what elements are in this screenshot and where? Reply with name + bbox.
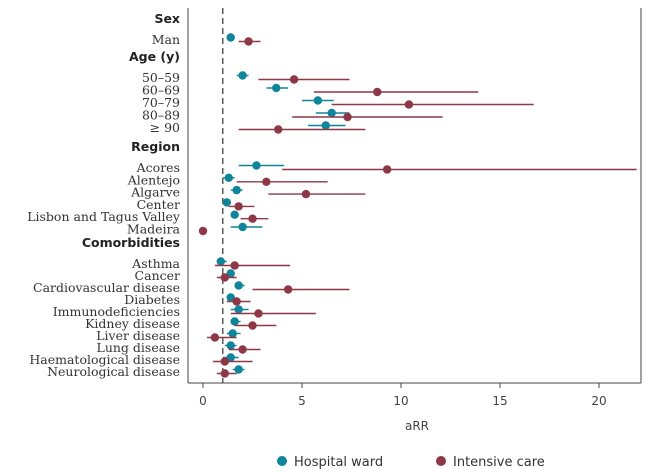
point-intensive-care [220, 369, 229, 378]
row-label: Kidney disease [85, 316, 180, 331]
legend-hospital-ward-label: Hospital ward [294, 455, 383, 469]
point-intensive-care [274, 125, 283, 134]
row-label: Diabetes [124, 292, 180, 307]
point-intensive-care [234, 202, 243, 211]
point-intensive-care [210, 333, 220, 342]
point-hospital-ward [226, 353, 235, 362]
x-tick-label: 0 [199, 394, 207, 408]
point-intensive-care [220, 273, 229, 282]
row-label: 50–59 [142, 70, 180, 85]
row-label: Immunodeficiencies [53, 304, 180, 319]
point-intensive-care [198, 226, 208, 236]
row-label: Acores [136, 160, 180, 175]
point-intensive-care [244, 37, 253, 46]
point-hospital-ward [234, 365, 243, 374]
point-hospital-ward [230, 210, 239, 219]
point-hospital-ward [224, 173, 233, 182]
row-label: Haematological disease [29, 352, 180, 367]
x-tick-label: 10 [393, 394, 408, 408]
point-intensive-care [248, 321, 257, 330]
row-label: 70–79 [142, 95, 180, 110]
row-label: Algarve [130, 185, 180, 200]
row-label: Alentejo [127, 172, 180, 187]
point-hospital-ward [238, 222, 247, 232]
point-hospital-ward [272, 83, 281, 93]
point-intensive-care [220, 357, 229, 366]
row-label: Lisbon and Tagus Valley [27, 209, 181, 224]
legend-intensive-care-marker [436, 456, 446, 466]
row-label: Madeira [127, 222, 181, 237]
point-intensive-care [230, 261, 239, 270]
x-axis-title: aRR [405, 419, 429, 433]
point-hospital-ward [222, 198, 231, 207]
legend-intensive-care-label: Intensive care [453, 455, 545, 469]
point-hospital-ward [226, 269, 235, 278]
point-hospital-ward [327, 108, 336, 118]
legend-hospital-ward-marker [277, 456, 287, 466]
row-label: Liver disease [96, 328, 180, 343]
point-intensive-care [343, 112, 352, 122]
point-hospital-ward [313, 96, 323, 105]
legend: Hospital ward Intensive care [277, 455, 545, 469]
group-label: Comorbidities [82, 235, 180, 250]
point-hospital-ward [321, 121, 330, 130]
point-intensive-care [238, 345, 247, 354]
point-intensive-care [254, 309, 263, 318]
point-hospital-ward [238, 71, 247, 80]
point-hospital-ward [252, 161, 261, 170]
point-hospital-ward [216, 257, 226, 266]
point-intensive-care [248, 214, 257, 223]
group-label: Age (y) [129, 49, 180, 64]
point-hospital-ward [230, 317, 239, 326]
row-label: Cancer [135, 268, 180, 283]
point-hospital-ward [226, 33, 235, 42]
point-intensive-care [373, 87, 382, 97]
group-label: Sex [154, 11, 180, 26]
point-intensive-care [404, 100, 414, 109]
plot-area [198, 8, 637, 383]
x-tick-label: 5 [298, 394, 306, 408]
x-tick-label: 15 [492, 394, 507, 408]
row-label: Neurological disease [47, 364, 180, 379]
group-label: Region [131, 139, 180, 154]
row-label: Asthma [131, 256, 180, 271]
x-tick-label: 20 [591, 394, 606, 408]
row-label: ≥ 90 [150, 120, 180, 135]
point-hospital-ward [226, 293, 235, 302]
point-intensive-care [283, 285, 293, 294]
row-label: Cardiovascular disease [33, 280, 180, 295]
row-label: Lung disease [97, 340, 180, 355]
point-hospital-ward [226, 341, 235, 350]
point-intensive-care [301, 189, 311, 199]
point-intensive-care [382, 165, 392, 174]
x-axis: 0 5 10 15 20 [187, 8, 642, 408]
row-label: Man [152, 32, 180, 47]
point-hospital-ward [228, 329, 237, 338]
point-hospital-ward [234, 305, 243, 314]
point-intensive-care [262, 177, 271, 186]
point-intensive-care [289, 75, 299, 84]
row-label: 80–89 [142, 108, 180, 123]
point-hospital-ward [232, 185, 241, 195]
row-label: 60–69 [142, 83, 180, 98]
row-label: Center [137, 197, 180, 212]
point-intensive-care [232, 297, 241, 306]
point-hospital-ward [234, 281, 243, 290]
